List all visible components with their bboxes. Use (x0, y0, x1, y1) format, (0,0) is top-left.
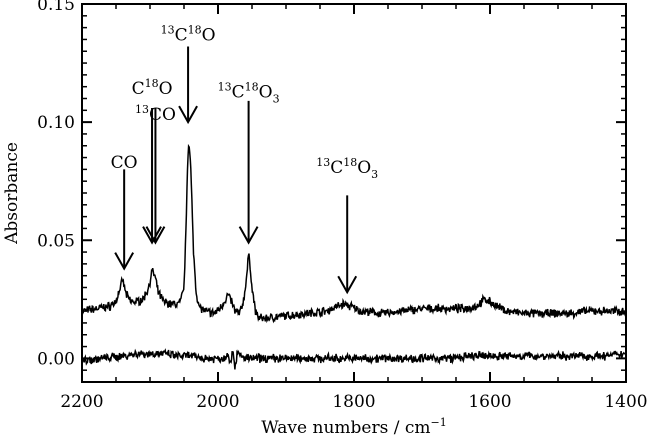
series-line-2 (81, 348, 627, 370)
x-tick-label: 1800 (332, 392, 375, 412)
plot-frame (81, 3, 627, 383)
y-axis-title: Absorbance (2, 142, 22, 245)
x-tick-label: 2000 (196, 392, 239, 412)
label-13c18o3-b: 13C18O3 (316, 156, 378, 181)
arrow-head-13c18o3-a (238, 226, 259, 245)
label-13c18o: 13C18O (161, 24, 216, 46)
plot-area (81, 3, 627, 383)
x-tick-label: 2200 (60, 392, 103, 412)
y-tick-label: 0.05 (37, 231, 75, 251)
x-tick-label: 1400 (604, 392, 647, 412)
annotation-layer: CO C18O 13CO 13C18O 13C18O3 13C18O3 (111, 24, 378, 295)
arrow-head-13co (145, 226, 166, 245)
x-axis-title: Wave numbers / cm−1 (261, 416, 446, 438)
label-13co: 13CO (135, 103, 176, 125)
series-line-1 (81, 143, 627, 324)
arrow-head-13c18o3-b (337, 275, 358, 295)
y-tick-label: 0.00 (37, 349, 75, 369)
label-co: CO (111, 153, 138, 173)
label-13c18o3-a: 13C18O3 (218, 80, 280, 105)
x-tick-label: 1600 (468, 392, 511, 412)
arrow-head-13c18o (178, 105, 198, 125)
arrow-head-c18o (142, 226, 162, 245)
label-c18o: C18O (132, 77, 173, 99)
series-layer (81, 143, 627, 370)
y-tick-label: 0.15 (37, 0, 75, 15)
y-tick-label: 0.10 (37, 113, 75, 133)
arrow-head-co (114, 252, 135, 271)
